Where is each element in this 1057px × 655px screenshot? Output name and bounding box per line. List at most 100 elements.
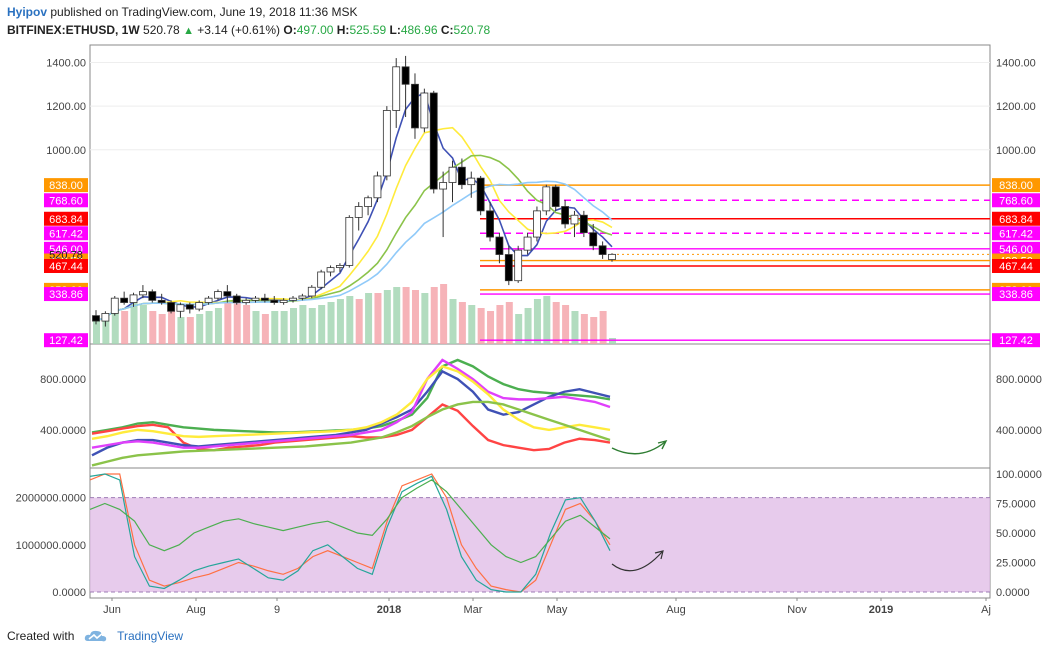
up-candle [523,236,532,251]
volume-bar [214,308,222,344]
osc1-series-line [91,364,611,440]
up-candle [326,267,335,273]
down-candle [411,83,419,129]
volume-bar [168,308,176,344]
chart-area[interactable]: 1400.00 1400.00 1200.00 1200.00 1000.00 1000.… [0,44,1057,624]
volume-bar [505,302,513,344]
up-candle [214,291,222,299]
up-candle [439,182,448,190]
down-candle [495,236,504,255]
down-candle [260,297,269,301]
osc1-series-line [91,403,611,452]
time-tick-label: Mar [464,604,483,616]
osc1-arrowhead-icon [657,439,668,450]
down-candle [223,291,232,297]
time-tick-label: Aug [186,604,206,616]
level-label-box-left [44,287,88,302]
osc2-tick-label-left: 0.0000 [52,587,86,599]
volume-bar [552,302,560,344]
level-label-box-left [44,226,88,241]
up-candle [392,66,401,111]
tradingview-link[interactable]: TradingView [117,629,184,643]
volume-bar [590,317,598,344]
volume-bar [477,308,485,344]
footer: Created with TradingView [7,629,183,646]
up-candle [176,304,185,312]
volume-bar [524,308,532,344]
volume-bar [562,305,570,344]
low-value: 486.96 [400,23,438,37]
volume-bar [318,305,326,344]
volume-bar [543,296,551,344]
osc1-series-line [91,400,611,467]
up-candle [570,214,579,225]
up-candle [242,299,251,303]
level-label-box-left [44,178,88,193]
level-label-box-left [44,193,88,208]
down-candle [185,304,194,310]
volume-bar [111,308,119,344]
volume-bar [374,293,382,344]
publish-info: published on TradingView.com, June 19, 2… [50,5,358,19]
volume-bar [271,311,279,344]
up-candle [139,291,147,296]
osc2-tick-label-right: 50.0000 [996,528,1036,540]
down-candle [167,302,175,312]
volume-bar [515,314,523,344]
volume-bar [402,287,410,344]
osc1-tick-label-right: 400.0000 [996,425,1042,437]
down-candle [579,214,588,234]
osc1-series-line [91,358,611,449]
level-label-box-right [992,258,1040,273]
up-candle [195,302,204,310]
down-candle [457,166,466,186]
up-candle [110,297,119,314]
osc2-tick-label-left: 2000000.0000 [16,493,86,505]
osc2-tick-label-left: 1000000.0000 [16,540,86,552]
open-value: 497.00 [296,23,334,37]
level-label-box-left [44,211,88,226]
up-candle [364,197,372,207]
time-tick-label: 2019 [869,604,893,616]
high-value: 525.59 [349,23,387,37]
up-candle [420,92,429,129]
osc2-series-line [89,479,611,564]
up-candle [608,253,616,260]
moving-average-line [95,180,613,322]
volume-bar [252,311,260,344]
tradingview-cloud-icon[interactable] [84,629,108,646]
author-name[interactable]: Hyipov [7,5,48,19]
down-candle [486,210,494,238]
down-candle [504,254,513,282]
osc1-series-line [91,369,611,457]
level-label-left: 127.42 [49,335,83,347]
down-candle [92,315,100,322]
up-candle [307,286,316,297]
level-label-box-right [992,241,1040,256]
osc1-tick-label-right: 800.0000 [996,374,1042,386]
volume-bar [430,287,438,344]
level-label-right: 617.42 [999,228,1033,240]
level-label-box-right [992,333,1040,348]
price-tick-label-right: 1000.00 [996,145,1036,157]
publish-line: Hyipov published on TradingView.com, Jun… [7,5,357,19]
volume-bar [421,293,429,344]
level-label-left: 338.86 [49,289,83,301]
up-candle [101,313,110,322]
osc2-tick-label-right: 75.0000 [996,499,1036,511]
up-candle [251,297,260,301]
osc2-projection-arrow [611,551,663,572]
volume-bar [158,314,166,344]
up-candle [129,294,138,303]
osc1-tick-label-left: 800.0000 [40,374,86,386]
volume-bar [599,311,607,344]
volume-bar [327,302,335,344]
last-price: 520.78 [143,23,180,37]
volume-bar [496,305,504,344]
volume-bar [580,314,588,344]
level-label-left: 683.84 [49,214,83,226]
down-candle [270,299,279,303]
volume-bar [261,314,269,344]
time-tick-label: Nov [787,604,807,616]
level-label-box-left [44,258,88,273]
